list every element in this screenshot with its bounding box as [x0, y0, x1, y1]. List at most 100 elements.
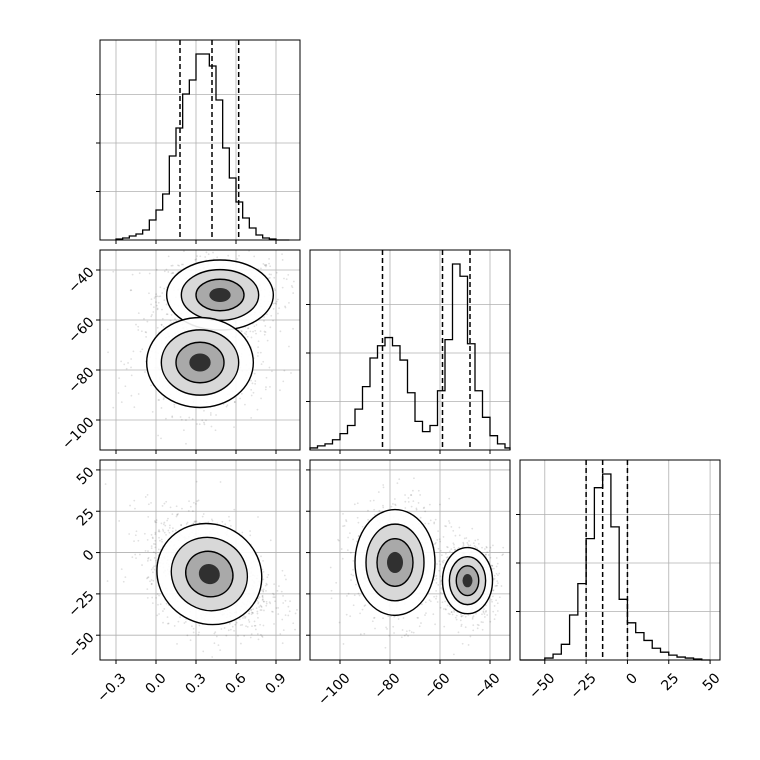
sample-point [259, 609, 262, 611]
panel-frame [309, 249, 511, 451]
sample-point [393, 615, 396, 618]
sample-point [462, 544, 465, 547]
sample-point [202, 513, 205, 515]
sample-point [496, 602, 499, 605]
sample-point [493, 574, 496, 577]
sample-point [407, 501, 410, 503]
sample-point [214, 631, 217, 634]
sample-point [150, 579, 153, 581]
sample-point [392, 625, 395, 628]
sample-point [205, 419, 207, 422]
sample-point [141, 348, 144, 351]
sample-point [283, 574, 286, 577]
sample-point [168, 526, 171, 529]
sample-point [257, 340, 260, 343]
sample-point [260, 363, 263, 366]
sample-point [485, 553, 487, 556]
sample-point [229, 628, 232, 631]
sample-point [155, 519, 158, 521]
sample-point [262, 578, 265, 581]
sample-point [228, 247, 230, 249]
sample-point [148, 272, 151, 275]
sample-point [445, 525, 448, 528]
sample-point [170, 272, 173, 275]
density-contour [185, 550, 234, 598]
sample-point [433, 595, 435, 598]
sample-point [151, 537, 154, 540]
sample-point [437, 530, 440, 532]
sample-point [270, 273, 272, 276]
x-tick-label: −50 [526, 670, 558, 702]
sample-point [485, 545, 488, 548]
sample-point [146, 494, 149, 496]
sample-point [492, 578, 495, 581]
sample-point [240, 392, 243, 395]
sample-point [247, 327, 250, 329]
sample-point [129, 504, 131, 507]
sample-point [462, 541, 465, 544]
sample-point [385, 626, 387, 629]
sample-point [233, 629, 235, 632]
sample-point [257, 638, 260, 641]
sample-point [438, 569, 441, 572]
sample-point [252, 391, 255, 394]
sample-point [196, 423, 198, 425]
sample-point [433, 522, 436, 525]
sample-point [493, 618, 496, 621]
sample-point [148, 292, 150, 295]
sample-point [156, 295, 159, 298]
sample-point [158, 295, 160, 298]
sample-point [155, 521, 158, 524]
sample-point [166, 616, 169, 618]
histogram-1 [309, 263, 511, 450]
sample-point [404, 494, 406, 496]
sample-point [168, 531, 171, 534]
sample-point [163, 608, 166, 610]
sample-point [133, 540, 135, 542]
sample-point [238, 254, 240, 257]
sample-point [257, 351, 259, 354]
density-contour [448, 555, 487, 606]
sample-point [135, 557, 137, 560]
sample-point [157, 530, 160, 533]
sample-point [272, 596, 275, 599]
sample-point [444, 552, 447, 555]
sample-point [253, 255, 256, 258]
sample-point [177, 620, 180, 623]
sample-point [203, 423, 206, 426]
sample-point [209, 412, 212, 414]
sample-point [242, 617, 244, 619]
sample-point [403, 634, 406, 637]
x-tick-label: 0.6 [223, 670, 250, 697]
density-band [462, 574, 473, 588]
sample-point [250, 394, 253, 397]
sample-point [165, 303, 168, 306]
sample-point [151, 536, 154, 539]
sample-point [482, 611, 485, 614]
sample-point [416, 616, 419, 619]
sample-point [275, 300, 278, 303]
sample-point [180, 263, 183, 266]
sample-point [435, 595, 438, 598]
sample-point [359, 633, 362, 636]
sample-point [450, 611, 453, 613]
sample-point [485, 609, 488, 612]
sample-point [454, 616, 457, 619]
sample-point [144, 549, 147, 552]
sample-point [248, 610, 251, 613]
sample-point [489, 556, 492, 559]
sample-point [404, 500, 407, 503]
sample-point [194, 259, 197, 261]
sample-point [455, 618, 458, 621]
sample-point [214, 429, 217, 432]
sample-point [377, 491, 380, 493]
sample-point [131, 273, 134, 276]
sample-point [357, 534, 360, 537]
sample-point [106, 580, 109, 582]
sample-point [288, 345, 290, 348]
sample-point [335, 581, 338, 584]
sample-point [342, 525, 344, 527]
sample-point [133, 406, 136, 409]
sample-point [262, 600, 265, 603]
sample-point [179, 616, 182, 619]
